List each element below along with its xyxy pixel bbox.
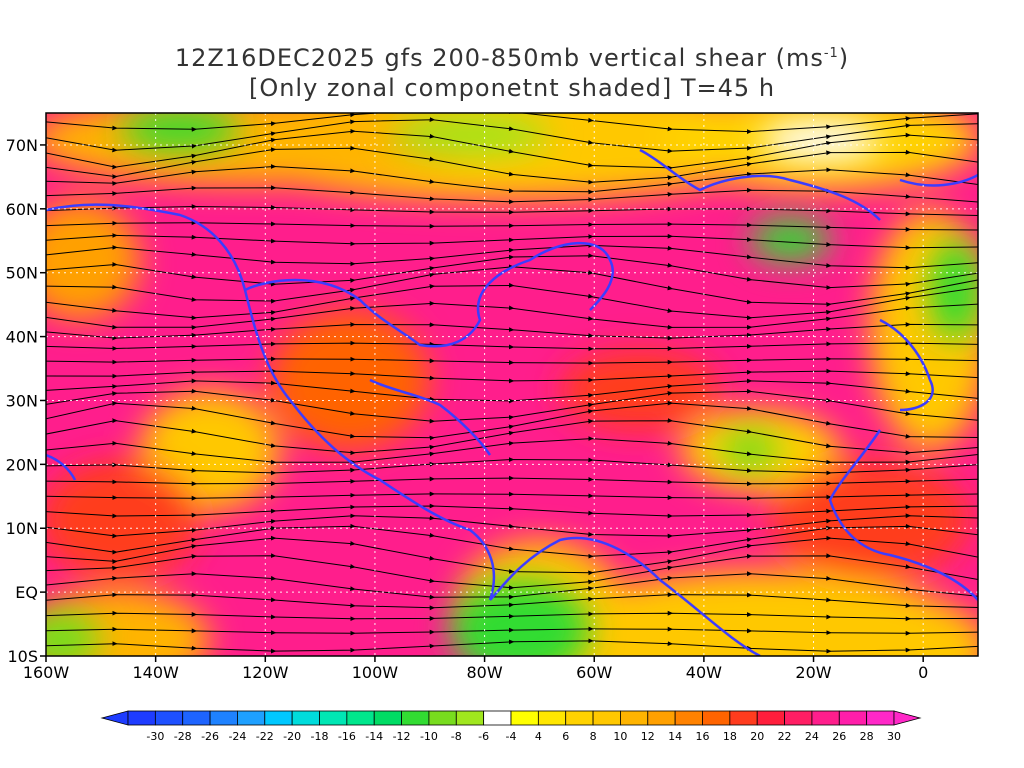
colorbar-swatch — [264, 710, 293, 726]
colorbar-label: 28 — [860, 730, 874, 743]
colorbar-swatch — [237, 710, 266, 726]
streamline — [46, 457, 978, 476]
map-frame — [45, 112, 979, 657]
streamline — [46, 322, 978, 341]
colorbar-swatch — [537, 710, 567, 726]
colorbar-swatch — [483, 710, 512, 726]
colorbar-label: 10 — [613, 730, 627, 743]
streamline — [46, 626, 978, 636]
tick-label-lat: 30N — [6, 391, 38, 410]
colorbar-label: 4 — [535, 730, 542, 743]
tick-label-lat: 70N — [6, 136, 38, 155]
colorbar-label: -26 — [201, 730, 219, 743]
tick-label-lat: 10S — [7, 647, 38, 666]
colorbar-label: -24 — [228, 730, 246, 743]
colorbar-swatch — [866, 710, 895, 726]
streamline — [46, 610, 978, 622]
colorbar-swatch — [811, 710, 840, 726]
colorbar-swatch — [182, 710, 211, 726]
colorbar-swatch — [154, 710, 184, 726]
tick-label-lon: 120W — [242, 663, 289, 682]
tick-label-lon: 160W — [23, 663, 70, 682]
colorbar-label: -28 — [174, 730, 192, 743]
colorbar-swatch — [674, 710, 703, 726]
colorbar-label: 30 — [887, 730, 901, 743]
colorbar: -30 -28 -26 -24 -22 -20 -18 -16 -14 -12 -10 -8 -6 -4 4… — [100, 710, 922, 743]
colorbar-label: 16 — [696, 730, 710, 743]
colorbar-label: -18 — [311, 730, 329, 743]
colorbar-swatch — [401, 710, 430, 726]
streamlines — [46, 113, 978, 654]
tick-label-lon: 140W — [132, 663, 179, 682]
colorbar-label: 26 — [832, 730, 846, 743]
colorbar-label: 18 — [723, 730, 737, 743]
chart-title-line-2: [Only zonal componetnt shaded] T=45 h — [248, 74, 776, 102]
tick-label-lon: 100W — [352, 663, 399, 682]
colorbar-label: -16 — [338, 730, 356, 743]
coastlines — [46, 148, 978, 656]
colorbar-label: -10 — [420, 730, 438, 743]
colorbar-swatch — [592, 710, 621, 726]
tick-label-lon: 60W — [576, 663, 612, 682]
colorbar-arrow-left — [100, 710, 129, 726]
streamline — [46, 204, 978, 217]
streamline — [46, 220, 978, 232]
colorbar-swatch — [428, 710, 457, 726]
colorbar-label: -8 — [451, 730, 462, 743]
streamline — [46, 340, 978, 352]
streamline — [46, 475, 978, 487]
tick-label-lon: 80W — [466, 663, 502, 682]
streamline — [46, 638, 978, 654]
colorbar-label: 24 — [805, 730, 819, 743]
colorbar-label: -6 — [478, 730, 489, 743]
colorbar-swatch — [346, 710, 375, 726]
colorbar-swatch — [838, 710, 868, 726]
tick-label-lat: 10N — [6, 519, 38, 538]
colorbar-swatch — [647, 710, 676, 726]
colorbar-swatch — [702, 710, 731, 726]
tick-label-lat: 40N — [6, 328, 38, 347]
colorbar-label: -12 — [393, 730, 411, 743]
chart-title-line-1: 12Z16DEC2025 gfs 200-850mb vertical shea… — [0, 44, 1024, 72]
streamline — [46, 491, 978, 501]
streamline — [46, 356, 978, 366]
streamline — [46, 592, 978, 611]
tick-label-lat: 20N — [6, 455, 38, 474]
colorbar-swatch — [319, 710, 348, 726]
colorbar-swatch — [756, 710, 785, 726]
colorbar-swatch — [127, 710, 156, 726]
title-text: 12Z16DEC2025 gfs 200-850mb vertical shea… — [174, 44, 824, 72]
colorbar-swatch — [510, 710, 539, 726]
colorbar-swatch — [784, 710, 813, 726]
colorbar-label: -20 — [283, 730, 301, 743]
colorbar-swatch — [291, 710, 320, 726]
tick-label-lat: 50N — [6, 264, 38, 283]
colorbar-label: 8 — [590, 730, 597, 743]
colorbar-label: 22 — [778, 730, 792, 743]
colorbar-swatch — [455, 710, 485, 726]
axis-ticks: 160W 140W 120W 100W 80W 60W 40W 20W 0 10S EQ 10N 20N… — [6, 136, 929, 682]
colorbar-label: -30 — [146, 730, 164, 743]
colorbar-swatch — [209, 710, 238, 726]
colorbar-label: -22 — [256, 730, 274, 743]
colorbar-swatch — [729, 710, 758, 726]
title-superscript: -1 — [823, 46, 839, 61]
colorbar-arrow-right — [893, 710, 922, 726]
colorbar-label: 14 — [668, 730, 682, 743]
tick-label-lon: 20W — [795, 663, 831, 682]
title-text-end: ) — [838, 44, 850, 72]
tick-label-lon: 40W — [686, 663, 722, 682]
colorbar-label: 20 — [750, 730, 764, 743]
colorbar-swatch — [565, 710, 594, 726]
tick-label-lon: 0 — [918, 663, 928, 682]
colorbar-label: 12 — [641, 730, 655, 743]
tick-label-lat: 60N — [6, 200, 38, 219]
colorbar-label: -4 — [506, 730, 517, 743]
colorbar-label: 6 — [562, 730, 569, 743]
tick-label-lat: EQ — [15, 583, 38, 602]
colorbar-swatch — [373, 710, 402, 726]
colorbar-label: -14 — [365, 730, 383, 743]
colorbar-swatch — [620, 710, 649, 726]
